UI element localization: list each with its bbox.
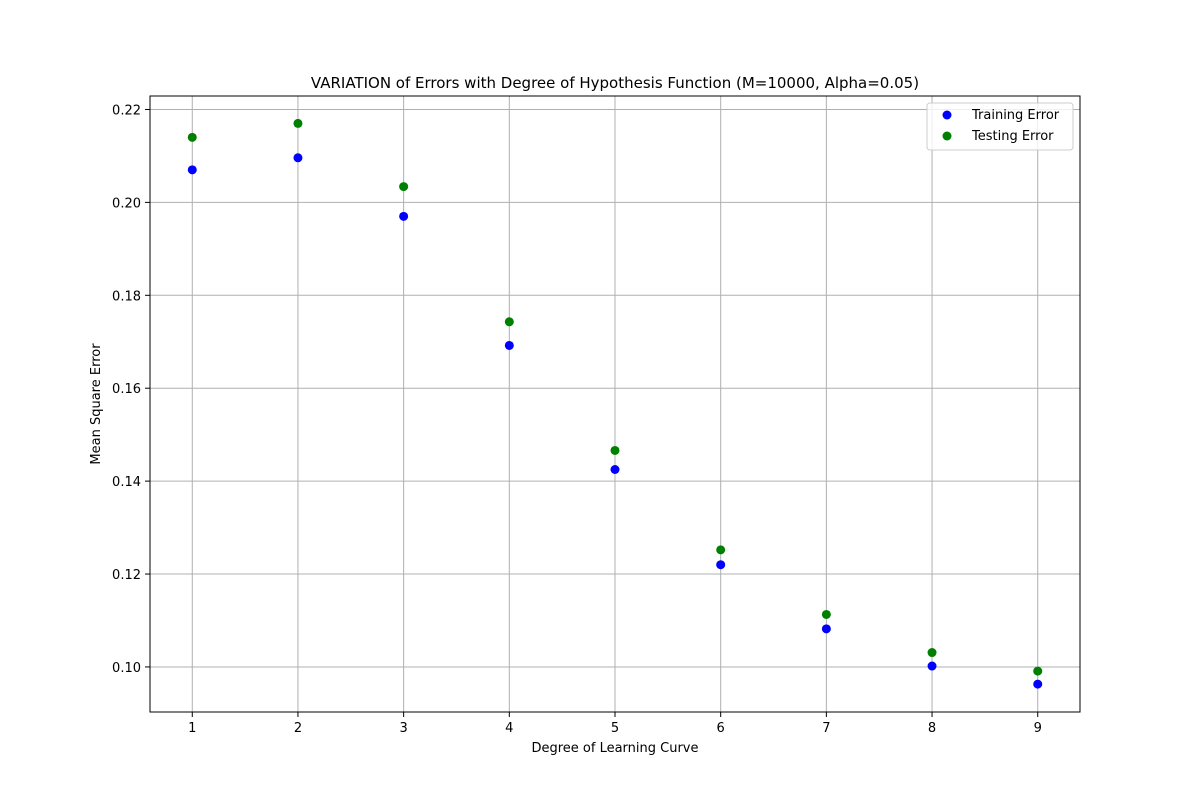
- x-tick-label: 6: [717, 721, 725, 736]
- training-error-point: [610, 465, 620, 475]
- testing-error-point: [716, 545, 726, 555]
- y-tick-label: 0.12: [112, 568, 141, 583]
- legend-marker-training: [942, 110, 952, 120]
- training-error-point: [293, 153, 303, 163]
- training-error-point: [716, 560, 726, 570]
- y-tick-label: 0.22: [112, 103, 141, 118]
- legend-label-training: Training Error: [971, 108, 1060, 123]
- testing-error-point: [187, 132, 197, 142]
- testing-error-point: [504, 317, 514, 327]
- x-tick-label: 8: [928, 721, 936, 736]
- legend-marker-testing: [942, 131, 952, 141]
- x-tick-label: 3: [399, 721, 407, 736]
- legend-label-testing: Testing Error: [971, 129, 1054, 144]
- testing-error-point: [610, 445, 620, 455]
- x-tick-label: 2: [294, 721, 302, 736]
- data-points: [187, 118, 1043, 689]
- training-error-point: [927, 661, 937, 671]
- axis-ticks: 1 2 3 4 5 6 7 8 9 0.10 0.12 0.14 0.16 0.18 0.20 0.22: [112, 103, 1042, 736]
- y-tick-label: 0.10: [112, 661, 141, 676]
- grid: [150, 96, 1080, 712]
- legend-box: [926, 102, 1074, 151]
- x-tick-label: 7: [822, 721, 830, 736]
- testing-error-point: [927, 648, 937, 658]
- legend: Training Error Testing Error: [926, 102, 1074, 151]
- testing-error-point: [399, 182, 409, 192]
- y-tick-label: 0.16: [112, 382, 141, 397]
- training-error-point: [399, 211, 409, 221]
- x-tick-label: 4: [505, 721, 513, 736]
- y-tick-label: 0.18: [112, 289, 141, 304]
- x-axis-label: Degree of Learning Curve: [531, 741, 698, 756]
- training-error-point: [187, 165, 197, 175]
- x-tick-label: 9: [1034, 721, 1042, 736]
- training-error-point: [1033, 679, 1043, 689]
- y-axis-label: Mean Square Error: [89, 343, 104, 465]
- testing-error-point: [1033, 666, 1043, 676]
- training-error-point: [504, 340, 514, 350]
- testing-error-point: [293, 118, 303, 128]
- x-tick-label: 1: [188, 721, 196, 736]
- testing-error-point: [821, 609, 831, 619]
- training-error-point: [821, 624, 831, 634]
- y-tick-label: 0.14: [112, 475, 141, 490]
- y-tick-label: 0.20: [112, 196, 141, 211]
- chart-title: VARIATION of Errors with Degree of Hypot…: [311, 74, 919, 92]
- x-tick-label: 5: [611, 721, 619, 736]
